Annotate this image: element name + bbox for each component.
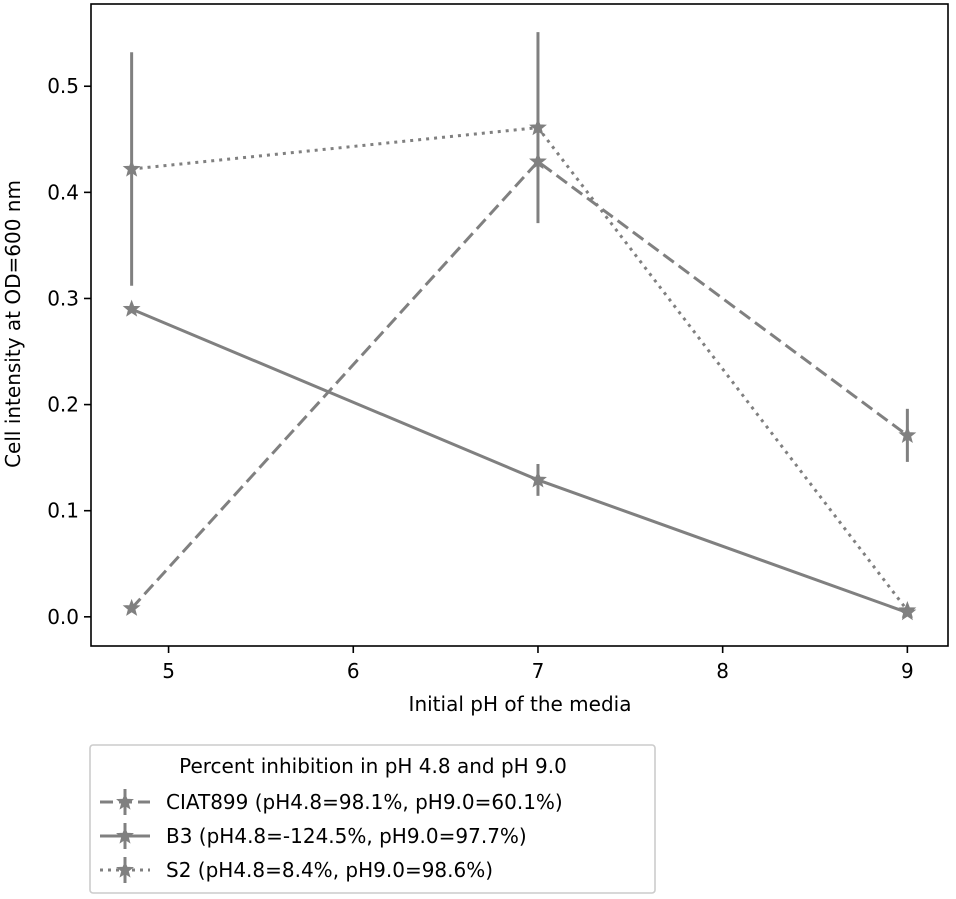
data-point (122, 159, 141, 177)
data-point (529, 118, 547, 136)
legend-entries: CIAT899 (pH4.8=98.1%, pH9.0=60.1%) B3 (pH… (100, 789, 563, 883)
data-point (898, 425, 917, 443)
x-tick-label: 9 (901, 659, 914, 683)
legend: Percent inhibition in pH 4.8 and pH 9.0 … (89, 744, 656, 894)
series-group (122, 152, 917, 616)
legend-label: CIAT899 (pH4.8=98.1%, pH9.0=60.1%) (166, 790, 563, 814)
legend-marker (116, 860, 134, 878)
x-axis-label: Initial pH of the media (409, 692, 632, 716)
x-tick-label: 5 (162, 659, 175, 683)
legend-marker (116, 826, 134, 844)
y-tick-label: 0.0 (47, 605, 79, 629)
data-point (122, 299, 141, 317)
data-point (898, 601, 917, 619)
plot-frame (90, 3, 949, 647)
legend-label: S2 (pH4.8=8.4%, pH9.0=98.6%) (166, 858, 493, 882)
x-axis-ticks: 5 6 7 8 9 (162, 646, 914, 683)
y-tick-label: 0.3 (47, 286, 79, 310)
y-tick-label: 0.2 (47, 393, 79, 417)
legend-label: B3 (pH4.8=-124.5%, pH9.0=97.7%) (166, 824, 527, 848)
y-axis-ticks: 0.0 0.1 0.2 0.3 0.4 0.5 (47, 74, 91, 629)
y-tick-label: 0.1 (47, 499, 79, 523)
series-line (131, 126, 909, 612)
legend-marker (116, 792, 134, 810)
x-tick-label: 8 (716, 659, 729, 683)
x-tick-label: 7 (532, 659, 545, 683)
legend-title: Percent inhibition in pH 4.8 and pH 9.0 (179, 754, 567, 778)
series-line (130, 159, 909, 610)
y-tick-label: 0.5 (47, 74, 79, 98)
y-tick-label: 0.4 (47, 180, 79, 204)
data-point (529, 470, 547, 488)
legend-box (89, 744, 656, 894)
series-layer (122, 32, 917, 621)
x-tick-label: 6 (347, 659, 360, 683)
y-axis-label: Cell intensity at OD=600 nm (1, 180, 25, 468)
series-group (122, 32, 917, 619)
series-group (122, 299, 917, 621)
data-point (122, 598, 141, 616)
